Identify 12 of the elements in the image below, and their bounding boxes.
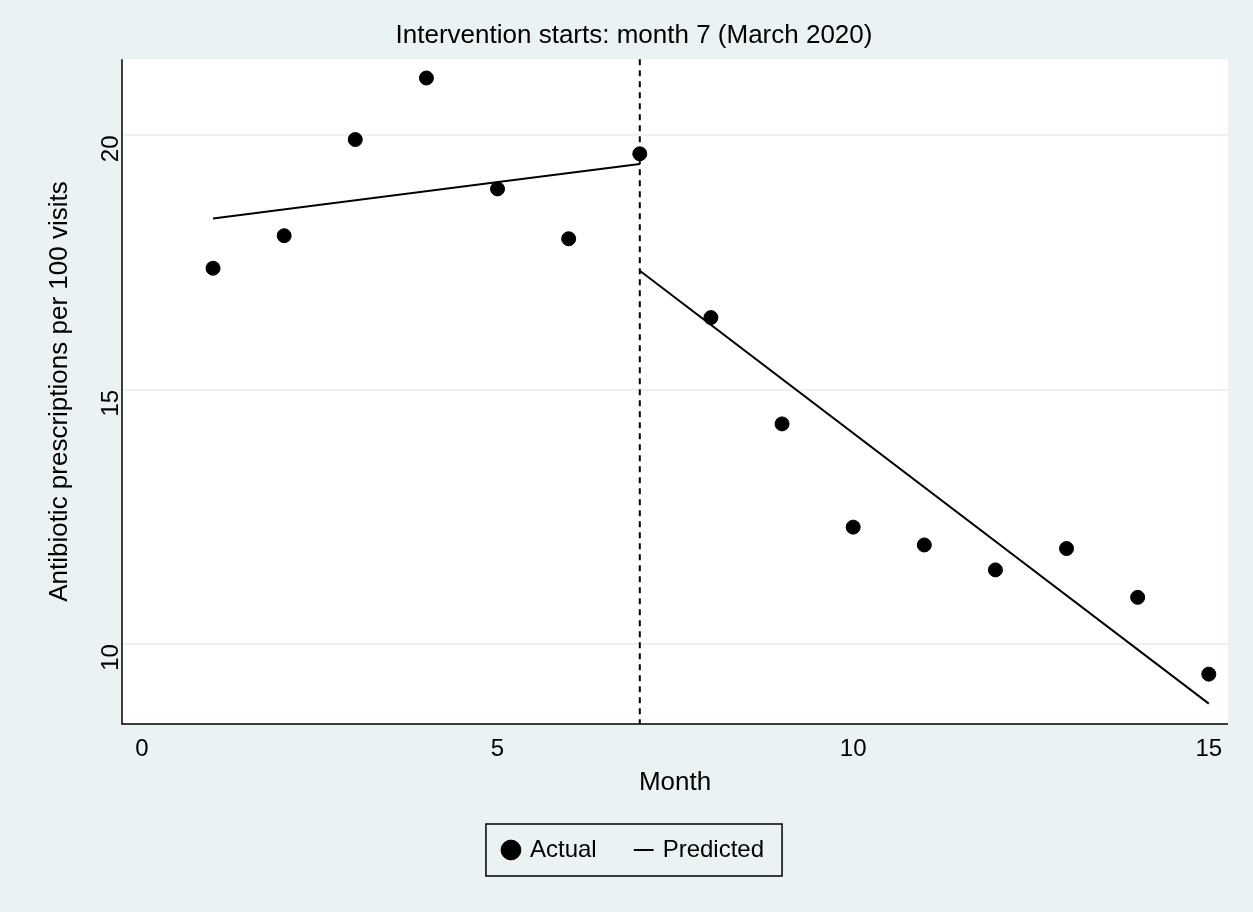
y-tick-label: 15 xyxy=(95,389,123,417)
legend-label: Actual xyxy=(529,834,597,862)
y-axis-title: Antibiotic prescriptions per 100 visits xyxy=(42,181,73,602)
y-tick-label: 20 xyxy=(95,135,123,163)
x-tick-label: 10 xyxy=(839,734,867,762)
x-tick-label: 15 xyxy=(1195,734,1223,762)
x-tick-label: 5 xyxy=(490,734,505,762)
y-tick-label: 10 xyxy=(95,644,123,671)
chart-title: Intervention starts: month 7 (March 2020) xyxy=(395,18,873,49)
x-axis-title: Month xyxy=(638,765,712,796)
legend-label: Predicted xyxy=(662,834,765,862)
x-tick-label: 0 xyxy=(135,734,149,762)
